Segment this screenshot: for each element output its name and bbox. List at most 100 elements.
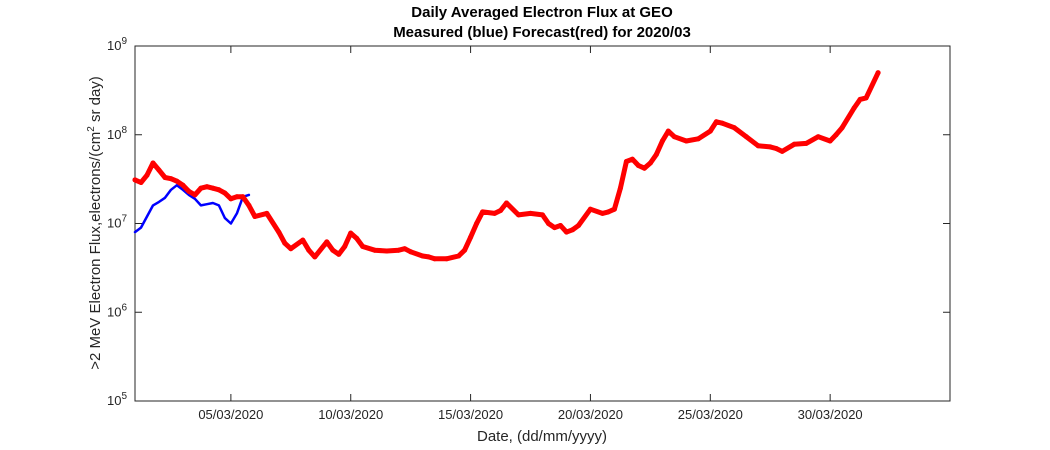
forecast-point xyxy=(599,210,605,216)
y-axis-label-tail: sr day) xyxy=(87,76,104,126)
forecast-point xyxy=(372,247,378,253)
forecast-point xyxy=(456,253,462,259)
measured-point xyxy=(230,222,232,225)
measured-point xyxy=(158,201,160,203)
forecast-point xyxy=(587,206,593,212)
x-axis: 05/03/2020 10/03/2020 15/03/2020 20/03/2020… xyxy=(198,46,863,422)
forecast-point xyxy=(635,163,641,168)
forecast-point xyxy=(498,208,504,213)
forecast-point xyxy=(348,230,354,236)
forecast-point xyxy=(474,221,480,226)
forecast-point xyxy=(815,134,821,140)
forecast-point xyxy=(558,223,563,228)
forecast-point xyxy=(617,185,623,191)
forecast-point xyxy=(779,148,785,154)
forecast-point xyxy=(300,237,306,243)
y-tick-exponent: 8 xyxy=(121,125,127,136)
forecast-point xyxy=(192,192,198,198)
forecast-point xyxy=(342,244,348,249)
forecast-point xyxy=(683,138,689,144)
x-axis-label: Date, (dd/mm/yyyy) xyxy=(477,428,607,445)
forecast-point xyxy=(444,256,450,262)
x-tick-label: 05/03/2020 xyxy=(198,407,263,422)
y-tick-base: 10 xyxy=(107,38,121,53)
forecast-point xyxy=(623,159,629,164)
x-tick-label: 10/03/2020 xyxy=(318,407,383,422)
measured-point xyxy=(218,204,220,207)
measured-point xyxy=(176,184,178,186)
forecast-point xyxy=(546,221,551,226)
forecast-point xyxy=(336,251,342,257)
forecast-point xyxy=(276,229,282,235)
forecast-point xyxy=(162,175,168,180)
forecast-point xyxy=(851,105,857,111)
forecast-point xyxy=(468,234,474,240)
forecast-point xyxy=(803,140,809,146)
forecast-point xyxy=(168,176,174,182)
chart-subtitle: Measured (blue) Forecast(red) for 2020/0… xyxy=(393,24,691,41)
y-tick-exponent: 5 xyxy=(121,391,127,402)
forecast-point xyxy=(360,244,366,249)
y-tick-exponent: 6 xyxy=(121,302,127,313)
measured-point xyxy=(146,215,148,218)
forecast-point xyxy=(222,190,228,196)
forecast-point xyxy=(629,156,635,162)
y-tick-base: 10 xyxy=(107,304,121,319)
forecast-point xyxy=(671,134,677,140)
forecast-point xyxy=(330,247,336,253)
x-tick-label: 15/03/2020 xyxy=(438,407,503,422)
forecast-point xyxy=(516,212,521,218)
measured-point xyxy=(170,189,172,191)
forecast-point xyxy=(282,240,288,246)
measured-point xyxy=(200,204,202,207)
forecast-point xyxy=(150,160,156,166)
measured-point xyxy=(212,202,214,204)
forecast-point xyxy=(647,160,653,166)
y-tick-exponent: 7 xyxy=(121,214,127,225)
forecast-point xyxy=(731,125,737,131)
forecast-point xyxy=(707,128,713,134)
y-tick-base: 10 xyxy=(107,127,121,142)
measured-point xyxy=(194,198,196,200)
forecast-point xyxy=(719,120,725,126)
forecast-point xyxy=(576,223,581,228)
y-axis-label-sup: 2 xyxy=(86,126,97,132)
forecast-point xyxy=(216,187,222,193)
forecast-point xyxy=(396,247,402,253)
forecast-point xyxy=(156,167,162,173)
forecast-point xyxy=(138,180,144,185)
forecast-point xyxy=(264,210,270,216)
forecast-point xyxy=(174,178,180,184)
forecast-point xyxy=(641,165,647,171)
forecast-point xyxy=(528,210,533,216)
forecast-point xyxy=(210,185,216,191)
forecast-point xyxy=(827,138,833,144)
forecast-point xyxy=(384,248,390,254)
forecast-point xyxy=(743,134,749,140)
forecast-point xyxy=(492,210,498,216)
y-tick-exponent: 9 xyxy=(121,36,127,47)
forecast-point xyxy=(420,253,426,259)
forecast-point xyxy=(252,214,258,219)
forecast-point xyxy=(246,202,252,208)
forecast-point xyxy=(863,95,869,101)
forecast-point xyxy=(833,132,839,138)
forecast-point xyxy=(402,246,408,252)
forecast-point xyxy=(480,209,486,215)
forecast-point xyxy=(540,212,545,218)
forecast-point xyxy=(186,188,192,194)
forecast-point xyxy=(432,256,438,262)
measured-point xyxy=(152,204,154,207)
measured-point xyxy=(248,194,250,196)
y-axis-label-main: >2 MeV Electron Flux,electrons/(cm xyxy=(87,132,104,370)
chart-title: Daily Averaged Electron Flux at GEO xyxy=(411,4,673,21)
forecast-point xyxy=(665,128,671,134)
y-tick-base: 10 xyxy=(107,216,121,231)
measured-series-line xyxy=(133,183,251,234)
forecast-point xyxy=(306,247,312,253)
plot-area xyxy=(134,45,951,402)
forecast-point xyxy=(659,138,665,144)
forecast-point xyxy=(288,246,294,252)
